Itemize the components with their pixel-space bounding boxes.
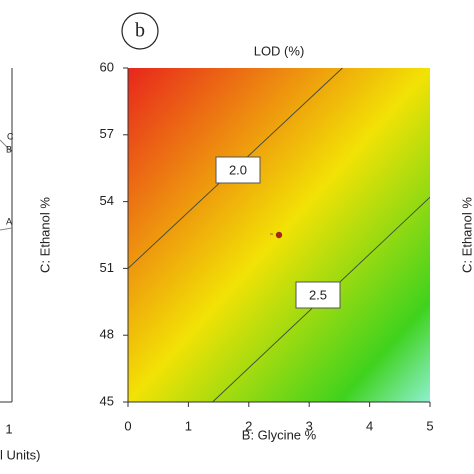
left-panel-tick: 1	[5, 421, 12, 436]
right-panel-axis-label: C: Ethanol %	[459, 197, 474, 273]
y-tick-label: 54	[100, 193, 114, 208]
y-tick-label: 60	[100, 59, 114, 74]
x-tick-label: 1	[185, 418, 192, 433]
x-tick-label: 4	[366, 418, 373, 433]
left-panel-line-label: A	[6, 216, 12, 226]
left-panel-axis-label: l Units)	[0, 447, 40, 462]
contour-label-box	[295, 281, 341, 309]
contour-label: 2.5	[309, 287, 327, 302]
y-tick-label: 48	[100, 327, 114, 342]
panel-label: b	[135, 20, 145, 42]
contour-label: 2.0	[229, 162, 247, 177]
left-panel-line-label: B	[6, 144, 12, 154]
x-tick-label: 0	[124, 418, 131, 433]
x-tick-label: 3	[306, 418, 313, 433]
y-axis-label: C: Ethanol %	[37, 197, 52, 273]
left-panel-line-label: C	[7, 131, 14, 141]
y-tick-label: 45	[100, 393, 114, 408]
left-panel-line	[0, 227, 13, 231]
x-tick-label: 2	[245, 418, 252, 433]
chart-title: LOD (%)	[254, 43, 305, 58]
y-tick-label: 51	[100, 260, 114, 275]
y-tick-label: 57	[100, 126, 114, 141]
x-axis-label: B: Glycine %	[242, 427, 317, 442]
design-point	[275, 231, 283, 239]
left-panel-line	[0, 139, 13, 153]
contour-label-box	[215, 156, 261, 184]
x-tick-label: 5	[426, 418, 433, 433]
panel-badge	[121, 12, 159, 50]
